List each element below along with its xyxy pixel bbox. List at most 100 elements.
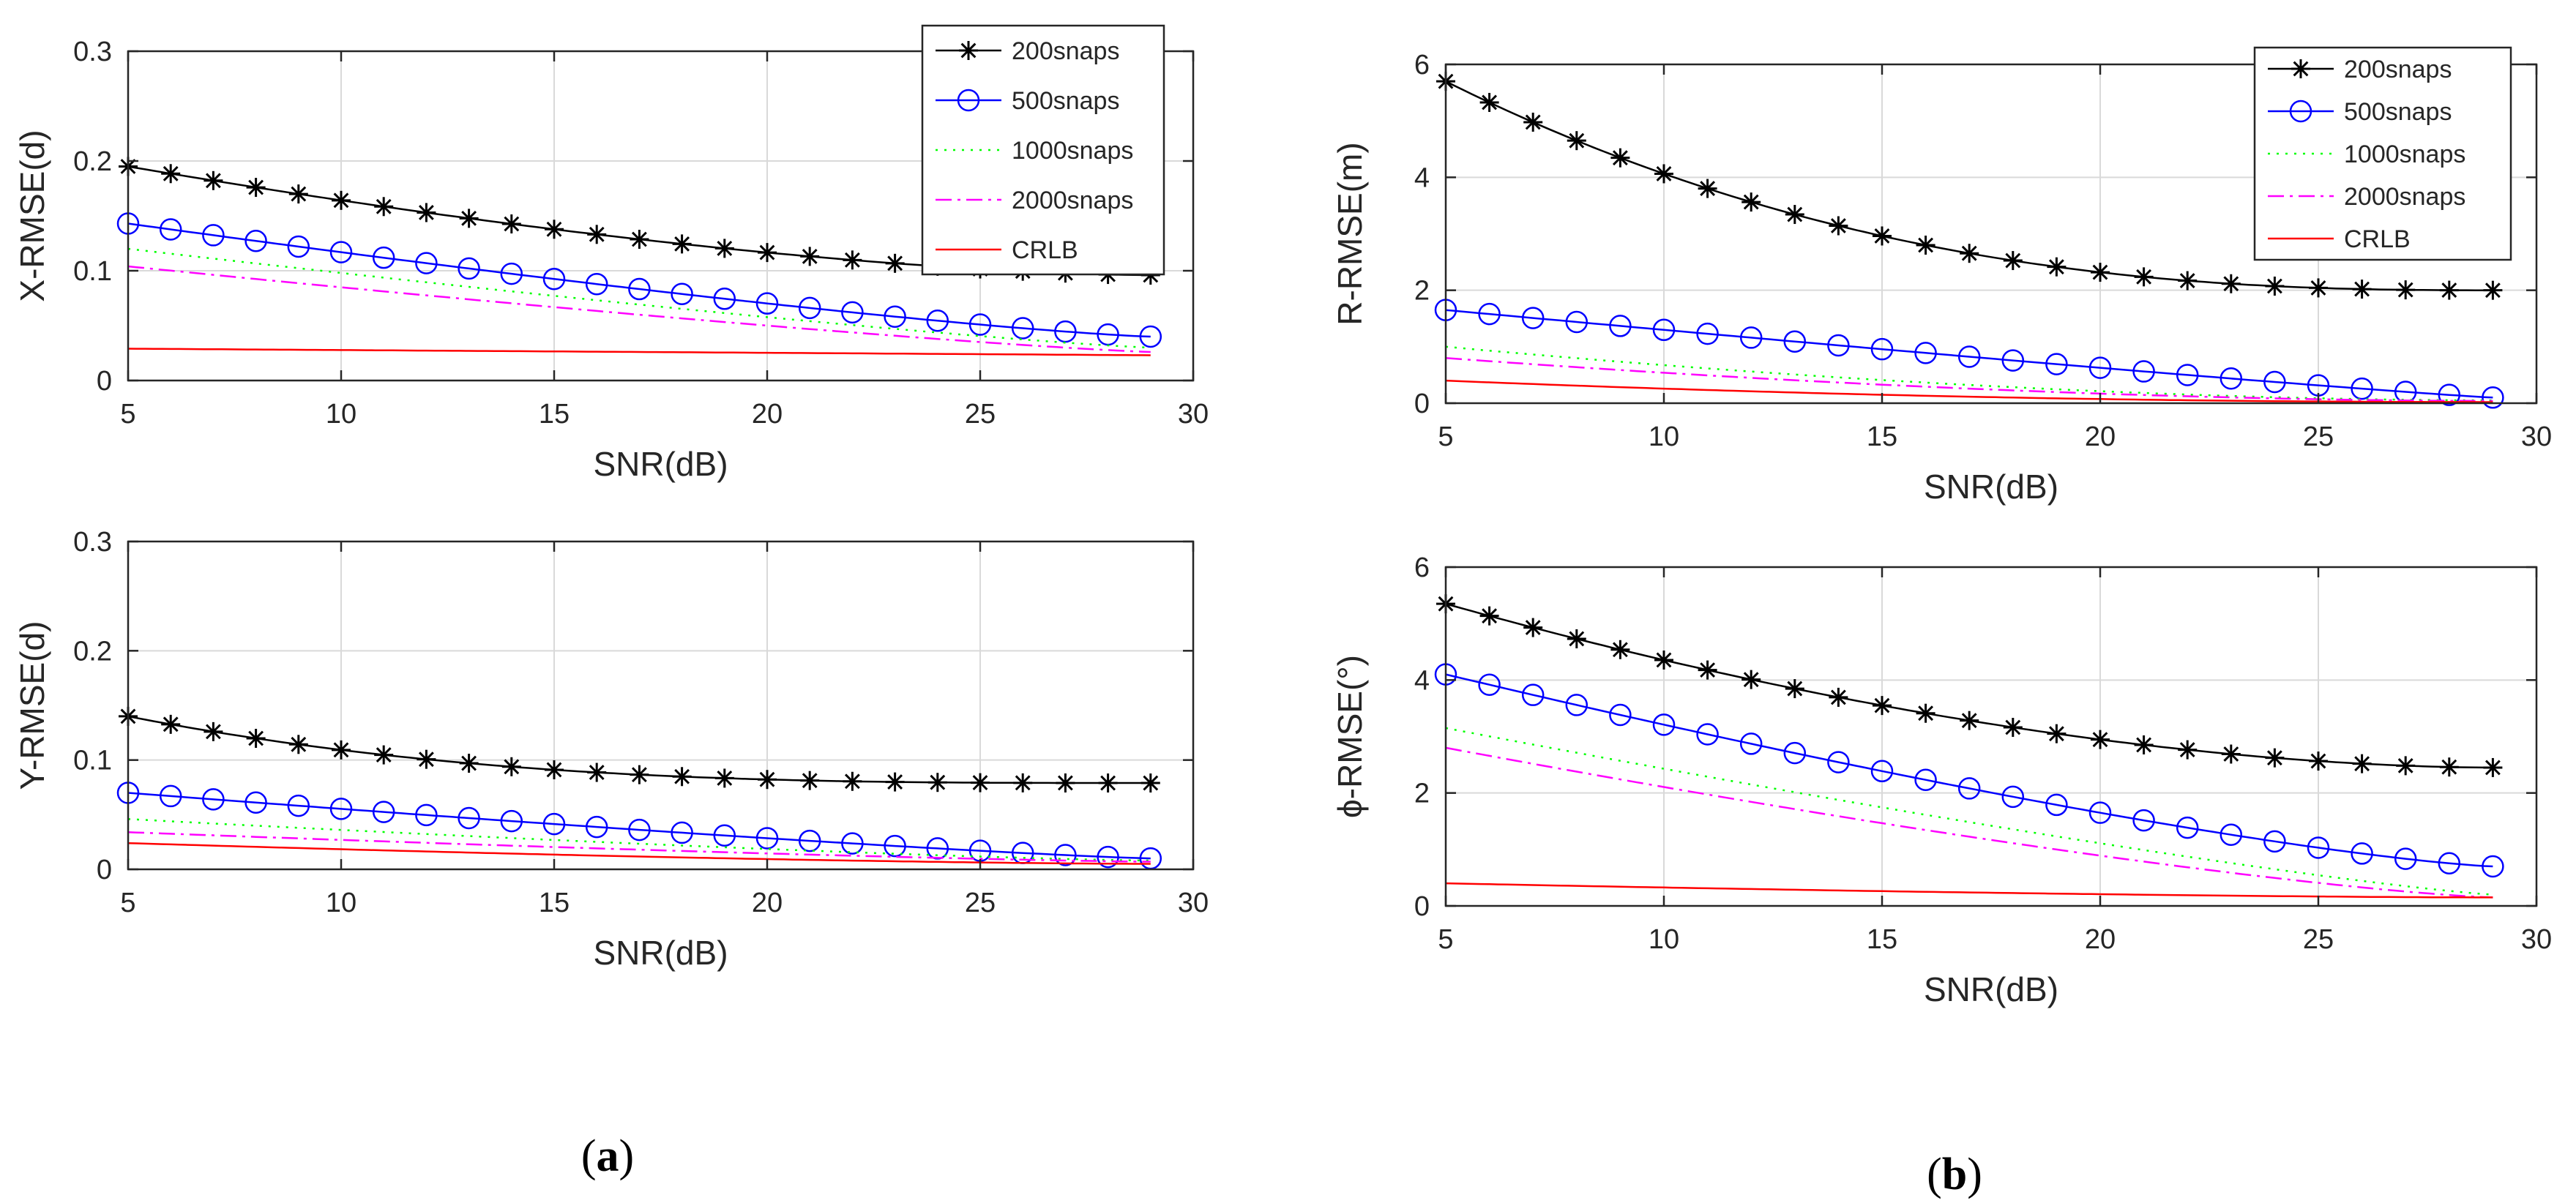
asterisk-stroke [887,255,903,271]
series-line-1000snaps [127,818,1151,862]
asterisk-stroke [1787,681,1803,697]
point-200snaps [2439,280,2459,300]
point-500snaps [415,803,438,827]
point-200snaps [1698,179,1717,198]
y-tick-label: 0.1 [73,746,112,776]
point-500snaps [1696,723,1719,746]
x-tick-label: 5 [1438,924,1453,955]
asterisk-stroke [2048,259,2064,275]
asterisk-stroke [546,221,562,237]
point-200snaps [1567,629,1586,648]
point-200snaps [1916,236,1935,255]
point-500snaps [329,798,353,820]
point-500snaps [1609,703,1632,727]
point-200snaps [459,754,479,773]
chart-x-rmse: 5 10 15 20 25 30 0 0.1 0.2 0.3 SNR(dB) X-RMSE(d) 200… [13,24,1209,483]
asterisk-stroke [1100,775,1116,791]
point-200snaps [2265,277,2285,296]
point-200snaps [2091,263,2110,282]
series-line-1000snaps [1445,727,2493,896]
point-500snaps [202,224,225,247]
point-200snaps [246,178,266,198]
point-500snaps [1521,683,1545,706]
point-500snaps [2001,785,2025,809]
x-tick-label: 5 [120,888,135,918]
y-tick-label: 0 [1414,891,1430,922]
chart-r-rmse: 5 10 15 20 25 30 0 2 4 6 SNR(dB) R-RMSE(m) 200snaps 5… [1331,46,2552,506]
point-500snaps [287,794,310,817]
point-200snaps [2309,752,2328,771]
point-200snaps [800,771,820,790]
point-500snaps [1565,694,1588,716]
asterisk-stroke [1787,206,1803,222]
asterisk-stroke [631,231,647,247]
asterisk-stroke [2179,273,2195,288]
axes-box [1444,63,2538,405]
series-line-crlb [127,348,1151,356]
x-tick-label: 5 [1438,421,1453,452]
x-tick-label: 10 [326,888,356,918]
point-500snaps [2220,823,2243,846]
asterisk-stroke [1569,132,1585,149]
asterisk-stroke [2397,282,2413,298]
asterisk-stroke [1700,662,1716,678]
asterisk-stroke [1057,775,1073,791]
legend-label-1000snaps: 1000snaps [2344,140,2465,168]
asterisk-stroke [1656,166,1672,181]
asterisk-stroke [1743,194,1759,210]
point-200snaps [1013,773,1033,792]
point-500snaps [244,230,267,252]
point-500snaps [415,252,438,274]
y-tick-label: 0.2 [73,146,112,177]
point-500snaps [1139,325,1162,348]
point-200snaps [2221,744,2241,764]
point-500snaps [500,809,523,833]
y-axis-label: ϕ-RMSE(°) [1331,655,1369,818]
point-500snaps [542,812,566,836]
point-200snaps [843,250,862,270]
point-200snaps [2134,735,2154,754]
x-tick-label: 10 [1649,421,1679,452]
y-tick-label: 6 [1414,552,1430,583]
asterisk-stroke [205,173,221,189]
x-tick-label: 25 [2303,924,2334,955]
asterisk-stroke [1874,697,1890,713]
asterisk-stroke [333,192,349,209]
charts-layer: 5 10 15 20 25 3000.10.20.3SNR(dB)X-RMSE(d)200… [13,24,2552,1008]
point-200snaps [2483,280,2503,300]
point-200snaps [1523,618,1543,637]
point-500snaps [458,257,480,280]
asterisk-stroke [461,755,477,771]
point-200snaps [545,220,564,239]
point-200snaps [587,225,607,244]
point-200snaps [714,768,734,788]
point-200snaps [1479,92,1499,112]
asterisk-stroke [717,771,733,786]
point-500snaps [1914,342,1937,364]
asterisk-stroke [930,774,946,790]
point-200snaps [204,722,223,741]
point-500snaps [2088,801,2112,824]
point-200snaps [2221,274,2241,293]
point-200snaps [2003,251,2023,271]
asterisk-stroke [717,240,733,256]
point-200snaps [2178,271,2198,291]
point-500snaps [159,218,182,241]
x-tick-label: 25 [965,888,996,918]
series-line-2000snaps [1445,746,2493,899]
point-200snaps [1479,606,1499,626]
x-tick-label: 30 [2521,924,2552,955]
asterisk-stroke [589,226,605,242]
y-axis-label: R-RMSE(m) [1331,142,1369,325]
point-200snaps [1916,703,1935,723]
asterisk-stroke [960,42,977,59]
point-200snaps [1873,226,1892,246]
asterisk-stroke [1874,228,1890,244]
y-tick-label: 0.2 [73,636,112,667]
point-200snaps [2396,280,2416,300]
panel-label-b: (b) [1927,1150,1982,1199]
asterisk-stroke [2397,757,2413,773]
x-tick-label: 30 [1178,399,1209,430]
asterisk-stroke [2310,280,2326,296]
